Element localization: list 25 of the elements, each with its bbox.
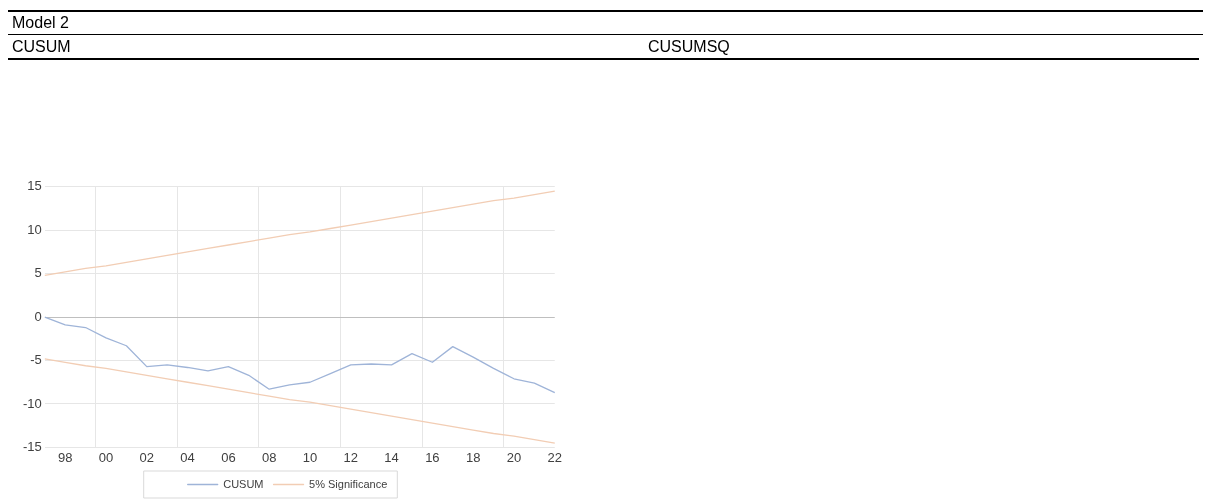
x-tick-label: 02 xyxy=(139,449,155,465)
x-tick-label: 10 xyxy=(302,449,318,465)
x-tick-label: 12 xyxy=(343,449,359,465)
y-tick-label: 0 xyxy=(34,308,42,324)
legend-label: 5% Significance xyxy=(309,477,388,490)
legend-label: CUSUM xyxy=(223,477,264,490)
y-tick-label: -15 xyxy=(22,438,42,454)
x-tick-label: 18 xyxy=(465,449,481,465)
x-tick-label: 22 xyxy=(547,449,562,465)
y-tick-label: 5 xyxy=(34,265,42,281)
x-tick-label: 08 xyxy=(261,449,277,465)
x-tick-label: 06 xyxy=(221,449,236,465)
x-tick-label: 04 xyxy=(180,449,195,465)
x-tick-label: 14 xyxy=(384,449,399,465)
x-tick-label: 20 xyxy=(506,449,522,465)
text: CUSUMSQ xyxy=(648,37,730,57)
y-tick-label: 10 xyxy=(27,221,42,237)
x-tick-label: 00 xyxy=(98,449,114,465)
y-tick-label: -10 xyxy=(22,395,42,411)
text: CUSUM xyxy=(12,37,71,57)
chart-title: Model 2 xyxy=(12,14,69,31)
x-tick-label: 98 xyxy=(57,449,73,465)
x-tick-label: 16 xyxy=(425,449,440,465)
y-tick-label: 15 xyxy=(27,178,42,194)
y-tick-label: -5 xyxy=(30,352,42,368)
